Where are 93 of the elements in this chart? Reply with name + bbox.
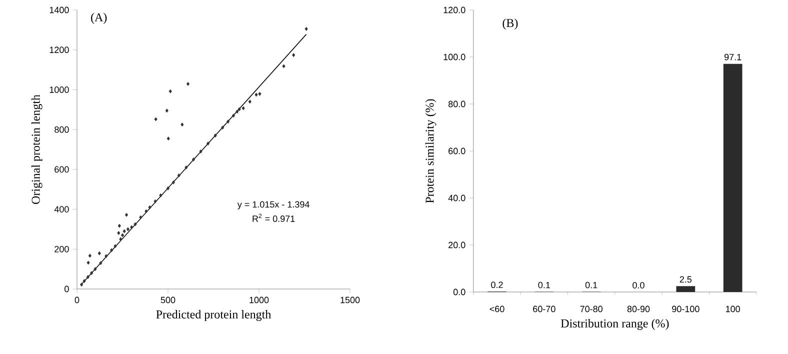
point	[221, 126, 224, 130]
y-tick-label: 400	[54, 206, 69, 212]
y-tick-label: 80.0	[448, 100, 466, 108]
x-tick-label: 80-90	[627, 306, 650, 312]
y-tick-label: 1000	[50, 86, 69, 93]
x-tick-label: 500	[160, 296, 176, 304]
point	[122, 229, 126, 234]
point	[226, 120, 230, 124]
x-tick-label: 1000	[250, 296, 269, 304]
data-label: 0.2	[491, 282, 503, 288]
data-label: 0.1	[538, 282, 550, 288]
point	[120, 233, 124, 238]
point	[118, 224, 121, 228]
point	[304, 26, 308, 31]
point	[119, 237, 122, 242]
data-label: 0.0	[632, 282, 644, 288]
point	[177, 173, 180, 178]
point	[292, 53, 296, 58]
y-tick-label: 40.0	[448, 194, 466, 202]
point	[168, 89, 172, 94]
point	[184, 165, 188, 170]
y-tick-label: 800	[54, 126, 69, 133]
point	[232, 114, 236, 118]
point	[154, 117, 158, 122]
point	[130, 225, 134, 230]
y-tick-label: 20.0	[448, 242, 466, 248]
annotation: y = 1.015x - 1.394	[237, 201, 310, 210]
point	[238, 107, 241, 112]
point	[139, 215, 142, 220]
x-tick-label: 100	[726, 306, 740, 312]
point	[90, 271, 94, 276]
x-tick-label: 0	[74, 296, 80, 304]
annotation: R$^{2}$ = 0.971	[252, 214, 295, 222]
annotation: (B)	[502, 18, 518, 30]
point	[165, 108, 168, 113]
point	[126, 227, 130, 232]
point	[258, 92, 262, 96]
point	[172, 180, 176, 184]
point	[236, 110, 239, 114]
point	[99, 261, 102, 266]
point	[166, 186, 170, 190]
point	[206, 142, 210, 146]
bar	[723, 64, 742, 292]
y-tick-label: 60.0	[448, 148, 466, 154]
y-axis-title: Original protein length	[31, 94, 42, 204]
point	[282, 64, 286, 68]
point	[110, 248, 114, 252]
y-tick-label: 200	[54, 246, 69, 252]
point	[214, 134, 217, 138]
x-tick-label: 1500	[340, 296, 360, 304]
x-tick-label: 90-100	[672, 306, 700, 312]
point	[114, 244, 117, 248]
point	[180, 122, 184, 127]
point	[166, 136, 170, 141]
point	[82, 279, 86, 284]
y-tick-label: 600	[54, 166, 69, 173]
y-tick-label: 1200	[50, 46, 69, 54]
point	[86, 260, 90, 265]
point	[98, 251, 101, 256]
point	[154, 199, 157, 204]
point	[254, 92, 258, 97]
point	[192, 157, 196, 162]
x-axis-title: Distribution range (%)	[560, 319, 669, 330]
point	[159, 193, 162, 198]
annotation: (A)	[91, 12, 107, 24]
point	[242, 106, 245, 110]
point	[88, 254, 92, 258]
y-tick-label: 0	[64, 286, 69, 292]
x-tick-label: 60-70	[533, 306, 556, 312]
point	[104, 254, 108, 258]
point	[148, 205, 152, 210]
point	[199, 149, 202, 154]
point	[186, 82, 190, 86]
x-tick-label: <60	[490, 306, 504, 312]
point	[80, 282, 84, 287]
point	[124, 212, 128, 217]
bar	[676, 286, 696, 292]
point	[144, 209, 148, 214]
x-axis-title: Predicted protein length	[156, 310, 272, 321]
x-tick-label: 70-80	[580, 306, 602, 312]
y-tick-label: 120.0	[444, 6, 466, 14]
point	[117, 231, 120, 235]
y-tick-label: 0.0	[453, 288, 466, 296]
data-label: 97.1	[724, 54, 742, 60]
y-tick-label: 1400	[50, 6, 69, 14]
point	[86, 275, 90, 280]
y-tick-label: 100.0	[444, 54, 466, 60]
point	[94, 267, 97, 272]
data-label: 2.5	[680, 276, 692, 283]
point	[134, 222, 137, 226]
data-label: 0.1	[585, 282, 598, 288]
y-axis-title: Protein similarity (%)	[425, 99, 436, 203]
point	[248, 100, 252, 104]
